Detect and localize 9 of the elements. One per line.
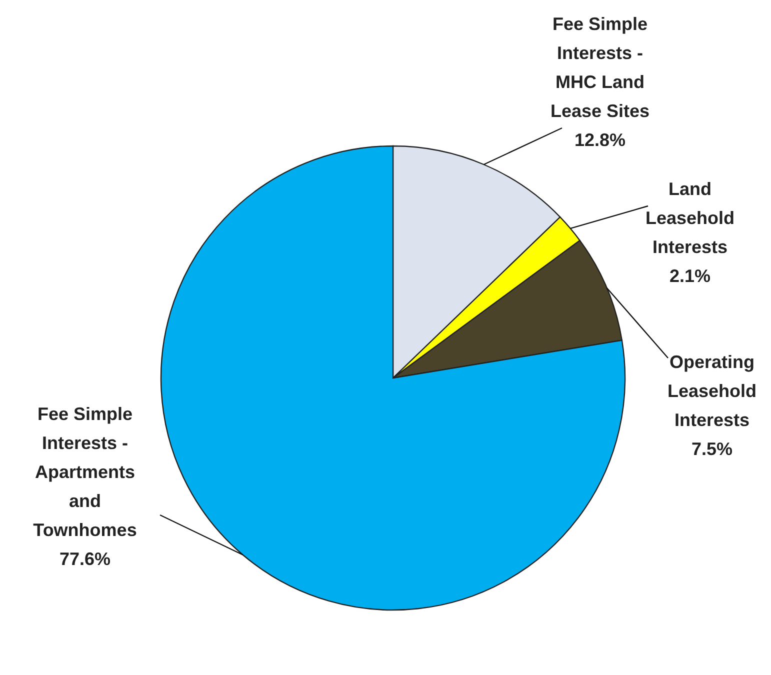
data-label: 7.5% — [691, 439, 733, 459]
slice-label: Fee Simple Interests - Apartments and Townhomes — [33, 404, 137, 540]
data-label: 2.1% — [669, 266, 711, 286]
data-label: 12.8% — [574, 130, 626, 150]
pie-slice — [160, 145, 626, 610]
slice-label: Land Leasehold Interests — [645, 179, 735, 257]
slice-label: Fee Simple Interests - MHC Land Lease Sites — [550, 14, 650, 121]
data-label: 77.6% — [59, 549, 111, 569]
slice-label: Operating Leasehold Interests — [667, 352, 757, 430]
